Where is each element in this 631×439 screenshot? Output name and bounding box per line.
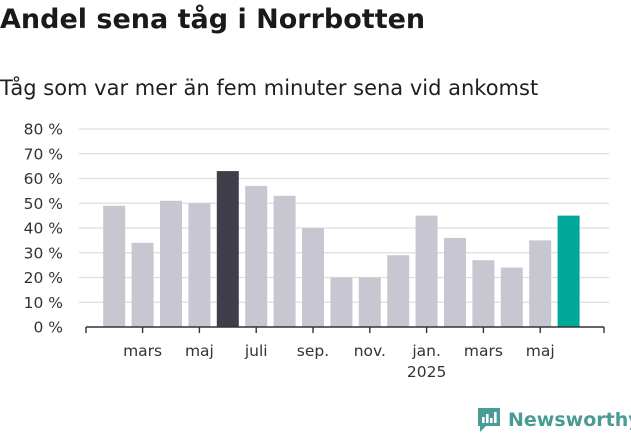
brand-logo: Newsworthy	[476, 406, 631, 434]
y-tick-label: 30 %	[24, 244, 63, 262]
bar	[358, 277, 381, 327]
bars	[103, 171, 580, 327]
x-tick-label: juli	[244, 342, 268, 360]
bar	[472, 260, 495, 327]
y-tick-label: 40 %	[24, 220, 63, 238]
bar	[387, 255, 410, 327]
y-tick-label: 70 %	[24, 145, 63, 163]
bar	[131, 242, 154, 327]
x-tick-label: mars	[464, 342, 503, 360]
x-tick-label: mars	[123, 342, 162, 360]
brand-name: Newsworthy	[508, 409, 631, 431]
y-axis-ticks: 0 % 10 % 20 % 30 % 40 % 50 % 60 % 70 % 80 %	[24, 121, 63, 337]
bar	[415, 215, 438, 327]
x-axis-ticks: mars maj juli sep. nov. jan. 2025 mars maj	[123, 327, 555, 381]
y-tick-label: 80 %	[24, 121, 63, 139]
y-tick-label: 10 %	[24, 294, 63, 312]
x-tick-label: maj	[526, 342, 555, 360]
bar	[557, 215, 580, 327]
y-tick-label: 20 %	[24, 269, 63, 287]
bar	[273, 195, 296, 327]
x-tick-label: sep.	[297, 342, 329, 360]
x-tick-label: nov.	[354, 342, 386, 360]
bar	[500, 267, 523, 327]
bar	[444, 237, 466, 327]
newsworthy-logo-icon	[478, 408, 500, 432]
x-tick-sublabel: 2025	[407, 363, 446, 381]
x-axis	[85, 326, 605, 333]
chart-subtitle: Tåg som var mer än fem minuter sena vid …	[0, 76, 539, 100]
y-tick-label: 50 %	[24, 195, 63, 213]
chart-title: Andel sena tåg i Norrbotten	[0, 4, 426, 35]
y-tick-label: 60 %	[24, 170, 63, 188]
y-tick-label: 0 %	[33, 319, 63, 337]
bar	[103, 205, 126, 327]
bar	[330, 277, 353, 327]
x-tick-label: jan.	[411, 342, 441, 360]
bar	[216, 171, 239, 327]
bar	[302, 228, 324, 327]
bar	[245, 185, 268, 327]
bar	[188, 203, 211, 327]
x-tick-label: maj	[185, 342, 214, 360]
bar	[529, 240, 552, 327]
bar	[160, 200, 182, 327]
